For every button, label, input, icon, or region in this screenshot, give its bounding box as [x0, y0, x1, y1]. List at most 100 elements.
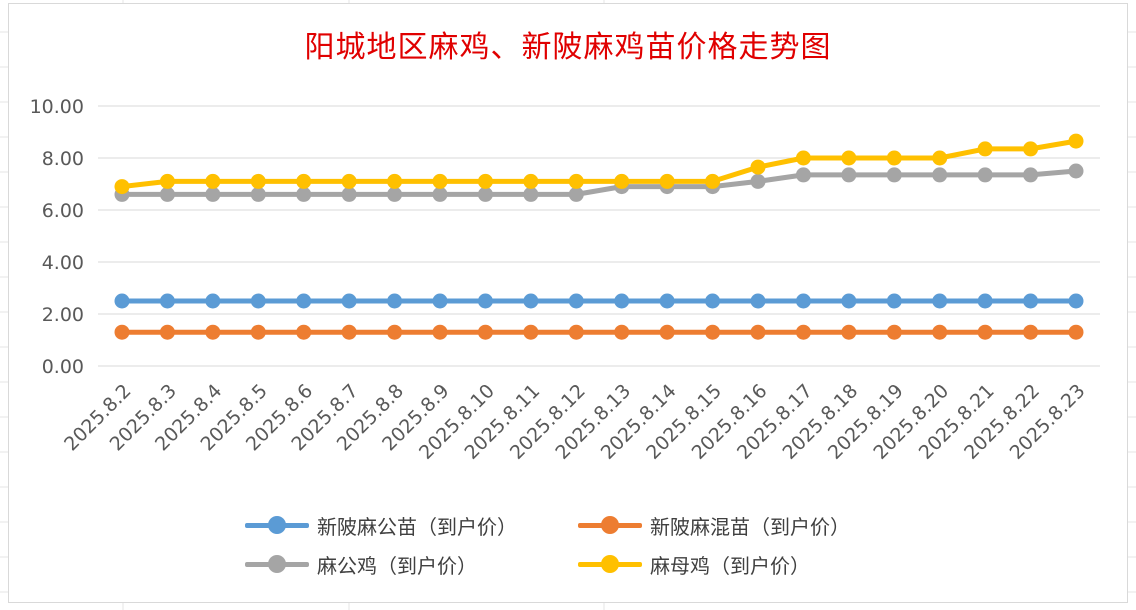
y-tick-label: 2.00 [42, 304, 84, 326]
data-point[interactable] [114, 179, 130, 195]
data-point[interactable] [250, 293, 266, 309]
data-point[interactable] [568, 293, 584, 309]
series-layer [114, 133, 1084, 340]
data-point[interactable] [387, 293, 403, 309]
data-point[interactable] [886, 167, 902, 183]
data-point[interactable] [296, 173, 312, 189]
y-tick-label: 0.00 [42, 356, 84, 378]
data-point[interactable] [1068, 133, 1084, 149]
data-point[interactable] [977, 293, 993, 309]
data-point[interactable] [387, 173, 403, 189]
data-point[interactable] [432, 186, 448, 202]
data-point[interactable] [795, 150, 811, 166]
data-point[interactable] [750, 173, 766, 189]
data-point[interactable] [205, 186, 221, 202]
data-point[interactable] [387, 324, 403, 340]
data-point[interactable] [932, 150, 948, 166]
data-point[interactable] [477, 324, 493, 340]
y-gridlines [98, 105, 1100, 367]
data-point[interactable] [841, 293, 857, 309]
data-point[interactable] [1023, 324, 1039, 340]
data-point[interactable] [750, 159, 766, 175]
data-point[interactable] [659, 293, 675, 309]
data-point[interactable] [795, 293, 811, 309]
legend-marker-series-1 [245, 515, 309, 535]
data-point[interactable] [159, 324, 175, 340]
data-point[interactable] [1023, 167, 1039, 183]
data-point[interactable] [296, 293, 312, 309]
data-point[interactable] [477, 293, 493, 309]
series-4 [114, 133, 1084, 195]
data-point[interactable] [795, 167, 811, 183]
data-point[interactable] [932, 324, 948, 340]
data-point[interactable] [387, 186, 403, 202]
data-point[interactable] [205, 293, 221, 309]
data-point[interactable] [341, 324, 357, 340]
y-tick-label: 8.00 [42, 148, 84, 170]
data-point[interactable] [1068, 163, 1084, 179]
data-point[interactable] [205, 324, 221, 340]
data-point[interactable] [1068, 293, 1084, 309]
data-point[interactable] [523, 324, 539, 340]
data-point[interactable] [432, 293, 448, 309]
legend-marker-series-2 [578, 515, 642, 535]
data-point[interactable] [932, 293, 948, 309]
legend-item-series-2[interactable]: 新陂麻混苗（到户价） [578, 510, 850, 540]
legend-item-series-1[interactable]: 新陂麻公苗（到户价） [245, 510, 517, 540]
data-point[interactable] [886, 150, 902, 166]
data-point[interactable] [114, 324, 130, 340]
data-point[interactable] [568, 186, 584, 202]
data-point[interactable] [568, 173, 584, 189]
data-point[interactable] [750, 293, 766, 309]
data-point[interactable] [705, 324, 721, 340]
series-line [119, 138, 1079, 190]
data-point[interactable] [977, 141, 993, 157]
data-point[interactable] [886, 293, 902, 309]
legend-item-series-4[interactable]: 麻母鸡（到户价） [578, 549, 810, 579]
data-point[interactable] [523, 293, 539, 309]
data-point[interactable] [296, 324, 312, 340]
data-point[interactable] [750, 324, 766, 340]
data-point[interactable] [341, 186, 357, 202]
data-point[interactable] [886, 324, 902, 340]
data-point[interactable] [250, 173, 266, 189]
data-point[interactable] [477, 186, 493, 202]
data-point[interactable] [1068, 324, 1084, 340]
data-point[interactable] [568, 324, 584, 340]
data-point[interactable] [159, 173, 175, 189]
data-point[interactable] [341, 173, 357, 189]
data-point[interactable] [614, 293, 630, 309]
data-point[interactable] [523, 186, 539, 202]
data-point[interactable] [432, 173, 448, 189]
data-point[interactable] [250, 324, 266, 340]
data-point[interactable] [795, 324, 811, 340]
data-point[interactable] [341, 293, 357, 309]
data-point[interactable] [114, 293, 130, 309]
data-point[interactable] [614, 173, 630, 189]
data-point[interactable] [841, 324, 857, 340]
data-point[interactable] [296, 186, 312, 202]
data-point[interactable] [659, 173, 675, 189]
data-point[interactable] [1023, 141, 1039, 157]
series-2 [114, 324, 1084, 340]
data-point[interactable] [523, 173, 539, 189]
data-point[interactable] [250, 186, 266, 202]
data-point[interactable] [432, 324, 448, 340]
data-point[interactable] [841, 167, 857, 183]
data-point[interactable] [205, 173, 221, 189]
data-point[interactable] [477, 173, 493, 189]
data-point[interactable] [932, 167, 948, 183]
data-point[interactable] [159, 186, 175, 202]
data-point[interactable] [977, 167, 993, 183]
data-point[interactable] [659, 324, 675, 340]
data-point[interactable] [841, 150, 857, 166]
legend-item-series-3[interactable]: 麻公鸡（到户价） [245, 549, 477, 579]
data-point[interactable] [977, 324, 993, 340]
data-point[interactable] [1023, 293, 1039, 309]
series-line [119, 168, 1079, 197]
data-point[interactable] [159, 293, 175, 309]
data-point[interactable] [705, 173, 721, 189]
data-point[interactable] [614, 324, 630, 340]
data-point[interactable] [705, 293, 721, 309]
